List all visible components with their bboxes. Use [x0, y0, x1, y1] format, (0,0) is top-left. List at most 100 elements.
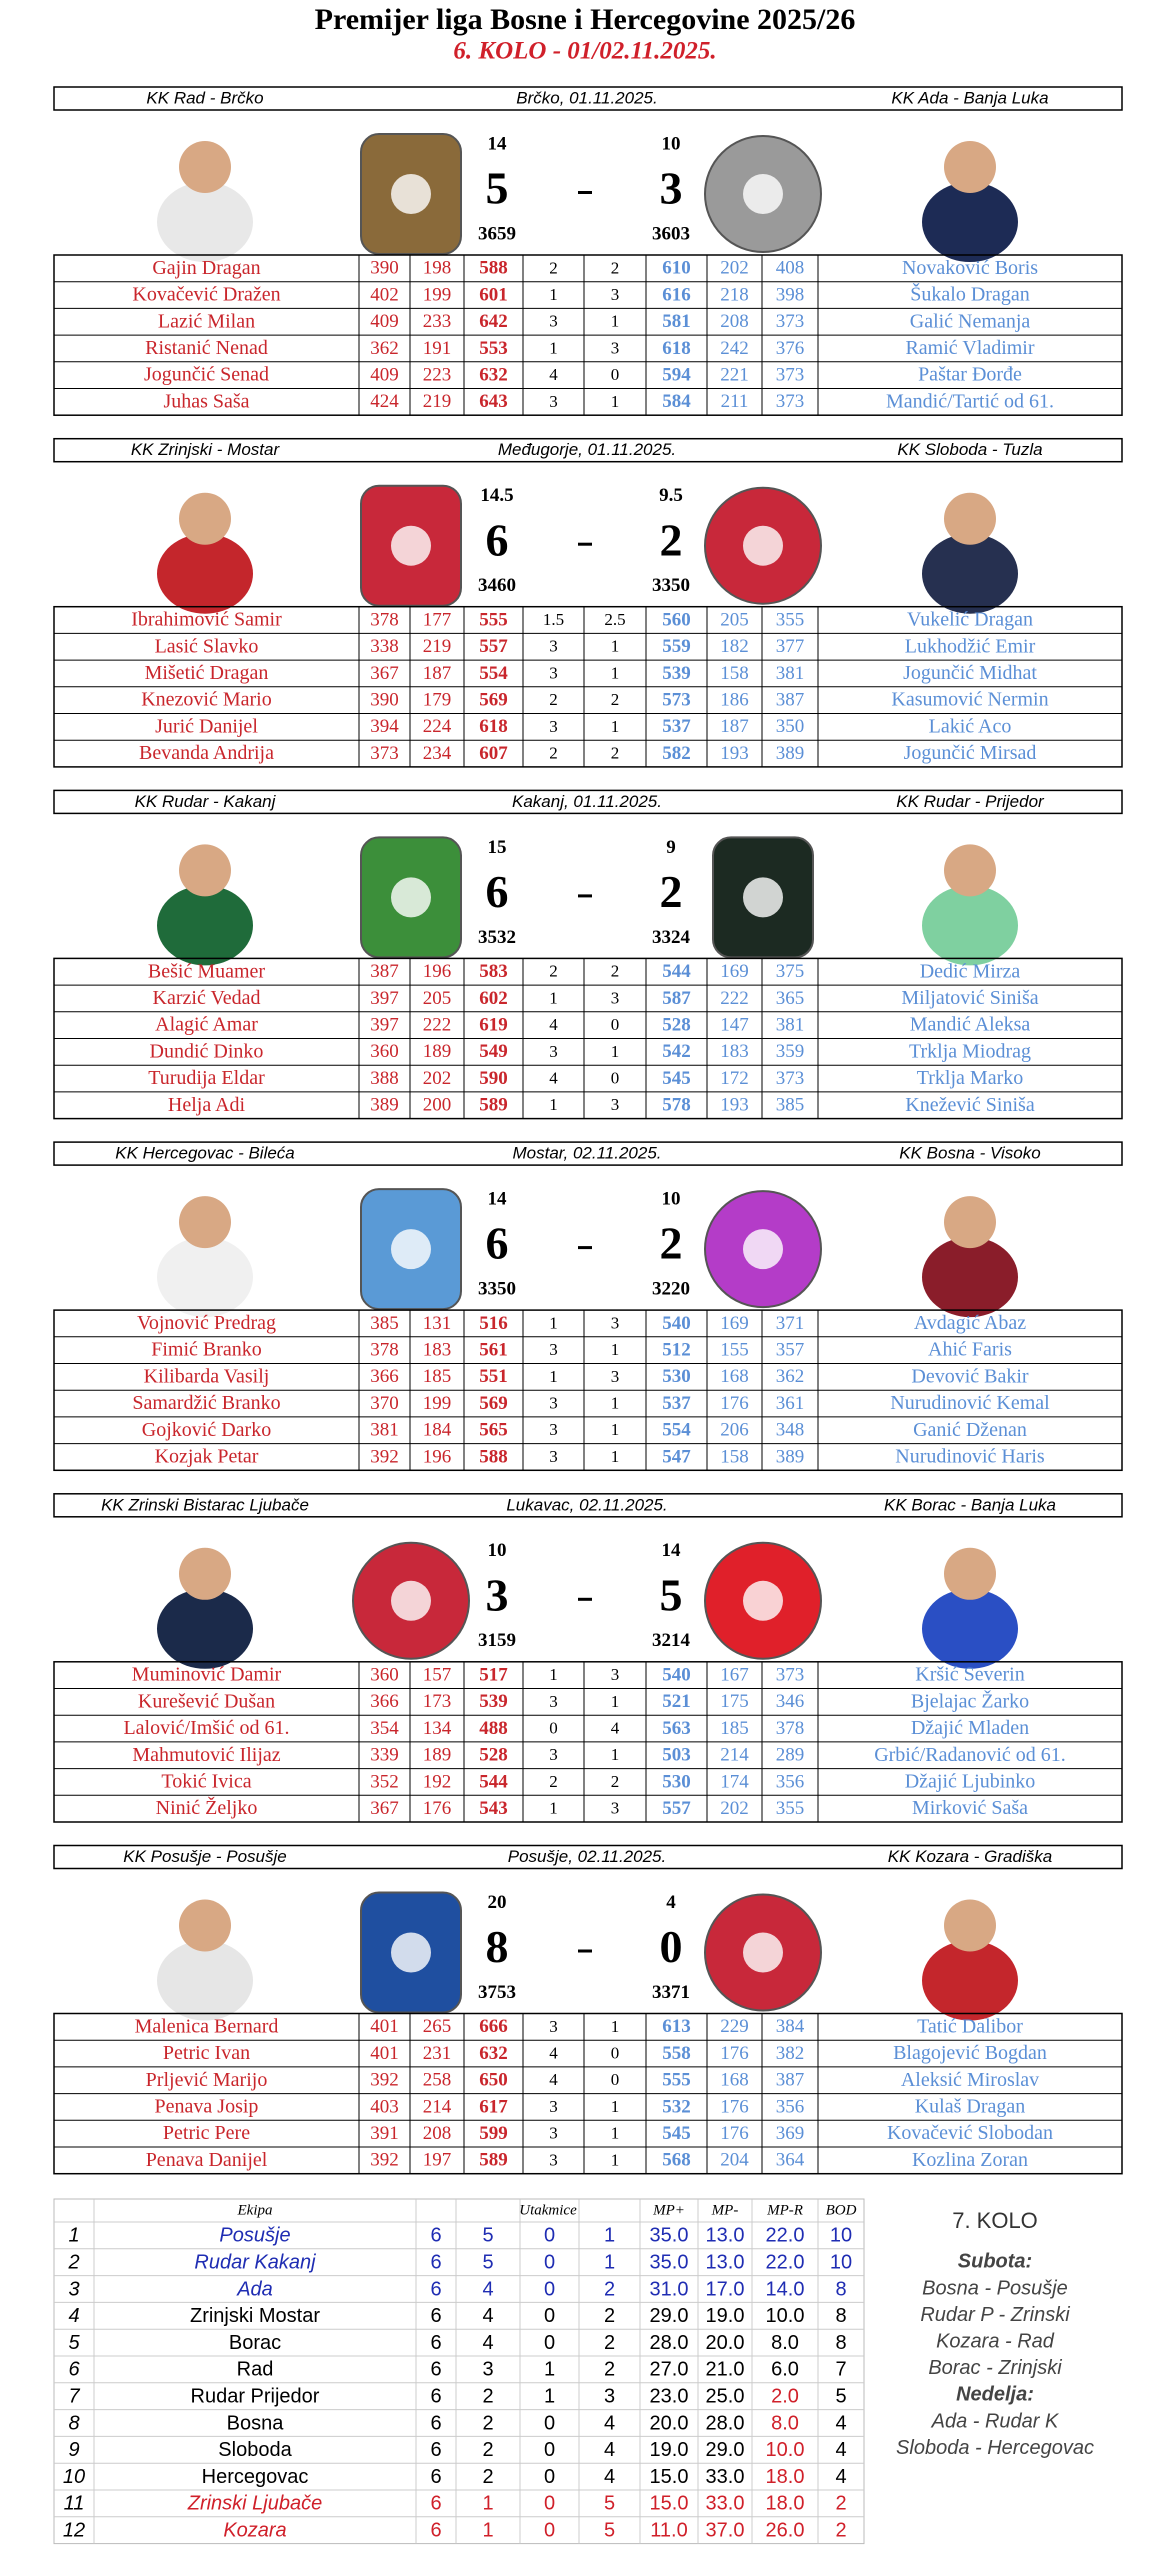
player-stat: 557 — [479, 636, 508, 657]
player-stat: 545 — [662, 1068, 691, 1089]
standings-cell: 9 — [68, 2439, 79, 2461]
match-header-home: KK Rudar - Kakanj — [135, 792, 277, 811]
standings-cell: 13.0 — [706, 2225, 745, 2247]
player-stat: 176 — [720, 2043, 749, 2064]
player-name: Kilibarda Vasilj — [144, 1365, 270, 1387]
points: 15 — [488, 837, 507, 858]
player-stat: 182 — [720, 636, 749, 657]
match-header — [53, 437, 1123, 463]
player-stat: 360 — [370, 1041, 399, 1062]
score: 0 — [660, 1921, 683, 1972]
score-dash — [578, 1246, 592, 1250]
match-header-home: KK Zrinski Bistarac Ljubače — [101, 1495, 309, 1514]
player-stat: 200 — [423, 1095, 452, 1116]
standings-cell: 4 — [835, 2466, 846, 2488]
score: 3 — [486, 1569, 509, 1620]
player-stat: 588 — [479, 1446, 508, 1467]
player-stat: 202 — [423, 1068, 452, 1089]
player-stat: 1 — [611, 717, 620, 736]
standings-cell: 20.0 — [706, 2332, 745, 2354]
player-stat: 168 — [720, 1366, 749, 1387]
player-stat: 516 — [479, 1313, 508, 1334]
player-stat: 356 — [776, 1771, 805, 1792]
total: 3214 — [652, 1630, 691, 1651]
player-photo-body — [922, 1588, 1018, 1669]
standings-cell: 6 — [430, 2305, 441, 2327]
player-stat: 147 — [720, 1015, 749, 1036]
team-logo-mark — [391, 1229, 431, 1270]
player-stat: 222 — [720, 988, 749, 1009]
standings-cell: 5 — [482, 2225, 493, 2247]
player-name: Jogunčić Midhat — [903, 662, 1037, 684]
player-name: Jurić Danijel — [155, 715, 258, 737]
player-name: Kovačević Dražen — [132, 284, 280, 306]
player-stat: 1 — [611, 2097, 620, 2116]
standings-cell: 0 — [544, 2225, 555, 2247]
total: 3350 — [652, 575, 690, 596]
standings-cell: 8 — [835, 2332, 846, 2354]
player-name: Kršić Severin — [915, 1664, 1024, 1686]
standings-cell: 6 — [430, 2225, 441, 2247]
player-stat: 218 — [720, 284, 749, 305]
player-stat: 3 — [549, 2150, 558, 2169]
score: 6 — [486, 514, 509, 565]
player-stat: 599 — [479, 2123, 508, 2144]
team-name: Sloboda — [218, 2439, 292, 2461]
player-stat: 3 — [611, 285, 620, 304]
player-stat: 555 — [479, 609, 508, 630]
standings-cell: 0 — [544, 2278, 555, 2300]
title: Premijer liga Bosne i Hercegovine 2025/2… — [315, 3, 856, 36]
team-name: Ada — [236, 2278, 273, 2300]
standings-header: MP-R — [766, 2202, 803, 2218]
standings-cell: 0 — [544, 2466, 555, 2488]
player-stat: 375 — [776, 961, 805, 982]
standings-cell: 2 — [482, 2385, 493, 2407]
player-stat: 223 — [423, 365, 452, 386]
player-name: Nurudinović Haris — [895, 1446, 1045, 1468]
player-name: Fimić Branko — [151, 1339, 262, 1361]
standings-cell: 1 — [68, 2225, 79, 2247]
match-header-home: KK Posušje - Posušje — [123, 1847, 286, 1866]
next-round-day: Nedelja: — [956, 2383, 1034, 2405]
player-name: Džajić Ljubinko — [905, 1771, 1036, 1793]
player-stat: 3 — [549, 392, 558, 411]
match-header-away: KK Bosna - Visoko — [899, 1144, 1040, 1163]
player-stat: 158 — [720, 663, 749, 684]
player-stat: 388 — [370, 1068, 399, 1089]
standings-cell: 2 — [482, 2439, 493, 2461]
player-stat: 187 — [423, 663, 452, 684]
player-photo-head — [179, 844, 231, 897]
standings-cell: 10 — [830, 2225, 852, 2247]
player-stat: 602 — [479, 988, 508, 1009]
standings-cell: 4 — [604, 2466, 615, 2488]
player-stat: 588 — [479, 258, 508, 279]
player-stat: 185 — [423, 1366, 452, 1387]
standings-cell: 8.0 — [771, 2332, 799, 2354]
player-stat: 537 — [662, 1393, 691, 1414]
team-logo-mark — [743, 174, 783, 214]
player-name: Ramić Vladimir — [905, 337, 1034, 359]
standings-table — [53, 2198, 865, 2545]
standings-cell: 2 — [482, 2412, 493, 2434]
player-name: Bevanda Andrija — [139, 742, 274, 764]
standings-cell: 6 — [430, 2251, 441, 2273]
player-name: Dedić Mirza — [920, 960, 1021, 982]
player-stat: 1 — [549, 1313, 558, 1332]
player-stat: 381 — [776, 663, 805, 684]
player-stat: 3 — [611, 1799, 620, 1818]
score: 8 — [486, 1921, 509, 1972]
player-name: Gojković Darko — [142, 1419, 271, 1441]
player-stat: 594 — [662, 365, 691, 386]
player-stat: 642 — [479, 311, 508, 332]
player-stat: 551 — [479, 1366, 508, 1387]
player-name: Blagojević Bogdan — [893, 2042, 1047, 2064]
score-dash — [578, 542, 592, 546]
standings-cell: 10.0 — [766, 2439, 805, 2461]
match-header — [53, 1844, 1123, 1870]
player-stat: 265 — [423, 2016, 452, 2037]
points: 10 — [662, 133, 681, 154]
player-name: Dundić Dinko — [150, 1040, 264, 1062]
standings-cell: 35.0 — [650, 2225, 689, 2247]
player-stat: 558 — [662, 2043, 691, 2064]
score-dash — [578, 1949, 592, 1953]
